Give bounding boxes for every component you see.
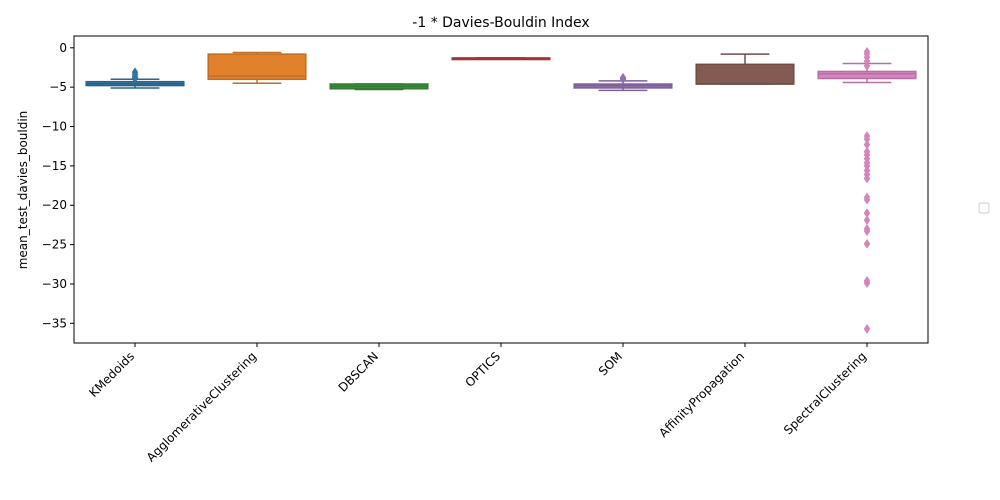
y-tick-label: 0	[59, 41, 67, 55]
y-tick-label: −30	[42, 277, 67, 291]
box-agglomerativeclustering	[207, 51, 307, 84]
outlier-point	[863, 194, 871, 205]
chart-title: -1 * Davies-Bouldin Index	[412, 15, 589, 31]
x-tick-label: AgglomerativeClustering	[144, 349, 259, 464]
outlier-point	[619, 74, 627, 85]
y-tick-label: −5	[49, 80, 67, 94]
box-body	[817, 70, 917, 80]
box-som	[573, 72, 673, 92]
outlier-point	[863, 323, 871, 334]
x-tick-label: OPTICS	[462, 349, 503, 390]
outlier-point	[863, 238, 871, 249]
x-tick-label: SpectralClustering	[781, 349, 869, 437]
outlier-point	[863, 60, 871, 71]
legend	[978, 202, 990, 214]
outlier-point	[863, 173, 871, 184]
y-tick-label: −20	[42, 198, 67, 212]
y-axis-title: mean_test_davies_bouldin	[16, 111, 30, 270]
plot-area: 0 −5 −10 −15 −20 −25 −30 −35 KMedoids Agglomerati…	[42, 35, 929, 465]
y-tick-label: −35	[42, 316, 67, 330]
x-tick-label: AffinityPropagation	[656, 349, 747, 440]
y-tick-label: −25	[42, 238, 67, 252]
x-tick-label: DBSCAN	[336, 349, 382, 395]
box-dbscan	[329, 83, 429, 91]
outlier-point	[131, 73, 139, 84]
plot-frame	[73, 35, 929, 344]
outlier-point	[863, 278, 871, 289]
box-body	[207, 53, 307, 81]
x-tick-label: SOM	[596, 349, 625, 378]
outlier-point	[863, 226, 871, 237]
y-tick-label: −10	[42, 120, 67, 134]
box-optics	[451, 57, 551, 61]
box-kmedoids	[85, 67, 185, 89]
x-tick-label: KMedoids	[86, 349, 137, 400]
y-tick-label: −15	[42, 159, 67, 173]
box-body	[695, 63, 795, 85]
outlier-point	[863, 215, 871, 226]
box-spectralclustering	[817, 46, 917, 334]
box-affinitypropagation	[695, 53, 795, 85]
